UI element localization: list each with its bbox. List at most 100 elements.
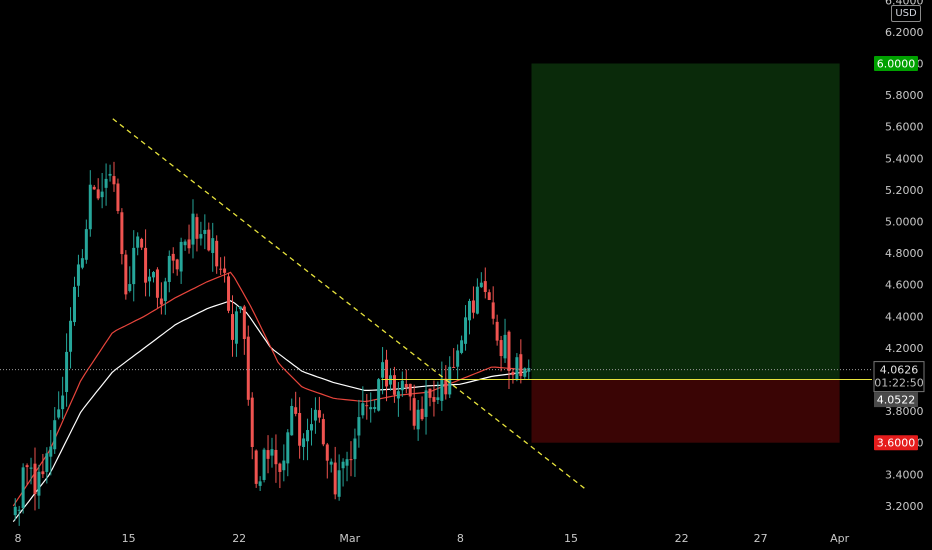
candle-body [321,419,325,445]
candle-body [325,444,329,461]
x-tick-label: 8 [457,532,464,545]
stop-price-tag: 3.6000 [877,437,916,450]
candle-body [440,378,444,401]
candle-body [203,229,207,234]
candle-body [128,284,132,291]
candle-body [53,420,57,450]
candle-body [120,212,124,255]
drawn-lines [0,118,872,491]
candle-body [329,461,333,465]
candle-body [163,281,167,301]
candle-body [428,388,432,398]
candle-body [412,398,416,426]
candle-body [266,450,270,459]
candle-body [195,217,199,239]
candle-body [187,239,191,249]
time-axis[interactable]: 8 15 22 Mar 8 15 22 27 Apr [15,532,850,545]
candle-body [227,276,231,311]
candle-body [436,397,440,401]
candle-body [191,213,195,245]
candle-body [420,408,424,420]
candle-body [519,354,523,377]
current-price-box [873,361,925,393]
candle-body [456,350,460,367]
candle-body [136,236,140,248]
candle-body [448,366,452,395]
candle-body [254,450,258,484]
stop-price-tag-bg [874,435,918,451]
candle-body [345,459,349,466]
y-tick-label: 5.4000 [885,152,924,165]
candle-body [317,410,321,418]
x-tick-label: Apr [830,532,850,545]
y-tick-label: 6.2000 [885,26,924,39]
candle-body [132,247,136,285]
candle-body [290,406,294,436]
candle-body [396,391,400,399]
candle-body [282,460,286,471]
candle-body [207,229,211,251]
y-tick-label: 4.4000 [885,310,924,323]
candle-body [499,340,503,357]
candle-body [25,465,29,468]
candle-body [155,269,159,298]
candle-body [381,362,385,378]
x-tick-label: 15 [564,532,578,545]
candle-body [471,300,475,313]
candle-body [503,334,507,359]
trendline [112,118,588,491]
candle-body [49,446,53,457]
y-tick-label: 5.8000 [885,89,924,102]
candle-body [175,259,179,270]
target-price-tag: 6.0000 [877,58,916,71]
candle-body [151,272,155,278]
candle-body [238,306,242,310]
candle-body [385,359,389,387]
target-zone [531,63,840,380]
candle-body [416,409,420,430]
candle-body [29,467,33,469]
candle-body [424,390,428,417]
candle-body [100,191,104,198]
candle-body [144,247,148,283]
candle-body [183,241,187,246]
candle-body [306,430,310,442]
candle-body [57,409,61,418]
candle-body [215,240,219,267]
candle-body [483,281,487,292]
current-price-tag: 4.0626 [880,364,919,377]
candle-body [491,302,495,319]
candle-body [298,413,302,446]
currency-label[interactable]: USD [891,5,921,22]
candle-body [353,438,357,460]
candle-body [242,306,246,339]
candle-body [223,268,227,273]
candle-body [112,176,116,185]
candle-body [88,184,92,230]
candle-body [219,268,223,270]
y-tick-label: 4.6000 [885,279,924,292]
candle-body [211,238,215,253]
candle-body [464,317,468,344]
position-zones [531,63,840,443]
candle-body [246,336,250,400]
candle-body [72,286,76,323]
candle-body [511,371,515,376]
candle-body [309,424,313,431]
y-tick-label: 3.8000 [885,405,924,418]
last-price-tag-bg [874,392,918,408]
candle-body [41,471,45,475]
candle-body [313,409,317,421]
candle-body [84,229,88,260]
candle-body [96,189,100,199]
candle-body [45,453,49,472]
candle-body [17,509,21,511]
candle-body [523,368,527,377]
candle-body [250,397,254,447]
candle-body [333,462,337,495]
candle-body [13,506,17,516]
target-price-tag-bg [874,56,918,71]
candle-body [357,417,361,436]
